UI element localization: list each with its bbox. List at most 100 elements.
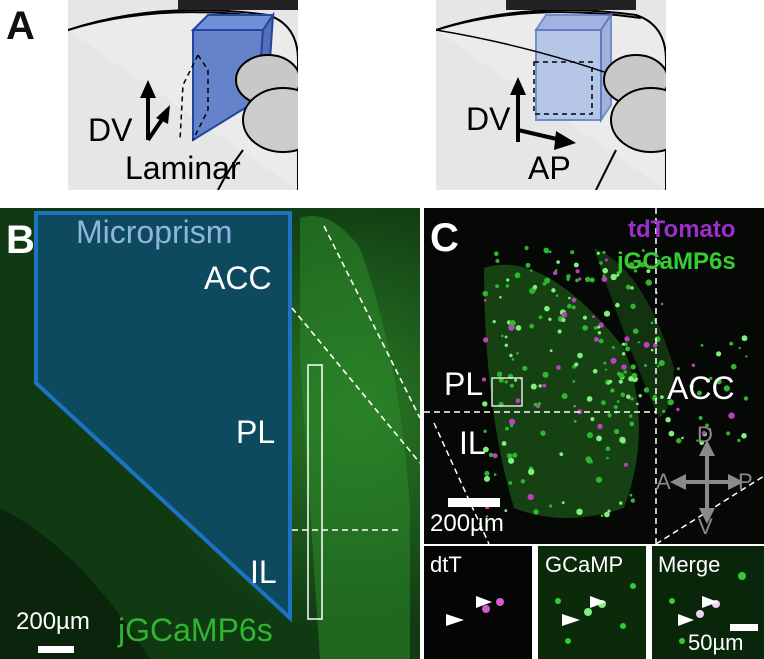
cell-dot — [630, 397, 634, 401]
inset-gcamp — [538, 546, 646, 659]
panel-c-scalebar-label: 200µm — [430, 510, 504, 537]
cell-dot — [610, 273, 617, 281]
cell-dot — [607, 413, 612, 418]
microprism-ap-label: AP — [528, 150, 571, 186]
cell-dot — [613, 405, 618, 410]
cell-dot — [499, 296, 502, 299]
cell-dot — [561, 317, 566, 323]
cell-dot — [483, 446, 489, 453]
microprism-label: Microprism — [76, 214, 233, 250]
cell-dot — [597, 331, 602, 335]
cell-dot — [505, 284, 510, 288]
cell-dot — [573, 262, 579, 268]
cell-dot — [637, 341, 640, 344]
cell-dot — [632, 328, 639, 334]
cell-dot — [628, 262, 635, 268]
cell-dot — [738, 346, 741, 350]
cell-dot — [590, 417, 595, 422]
cell-dot — [556, 365, 561, 370]
cell-dot — [723, 385, 730, 392]
cell-dot — [509, 418, 516, 425]
cell-dot — [509, 383, 514, 388]
cell-dot — [593, 326, 598, 330]
cell-dot — [610, 388, 615, 393]
cell-dot — [660, 395, 664, 399]
cell-dot — [628, 376, 634, 382]
cell-dot — [504, 343, 508, 347]
cell-dot — [638, 394, 642, 398]
cell-dot — [506, 278, 510, 282]
cell-dot — [623, 342, 628, 347]
cell-dot — [589, 277, 595, 283]
cell-dot — [676, 367, 680, 371]
cell-dot — [578, 277, 582, 281]
cell-dot — [544, 279, 549, 284]
cell-dot — [557, 329, 562, 334]
inset-dtt — [424, 546, 532, 659]
cell-dot — [574, 362, 579, 367]
cell-dot — [522, 365, 528, 371]
cell-dot — [573, 419, 577, 423]
cell-dot — [577, 352, 583, 359]
cell-dot — [701, 430, 707, 436]
cell-dot — [582, 315, 587, 320]
cell-dot — [529, 323, 535, 329]
cell-dot — [533, 402, 538, 407]
cell-dot — [699, 440, 705, 446]
cell-dot — [619, 436, 626, 444]
cell-dot — [514, 272, 521, 279]
cell-dot — [561, 501, 565, 504]
cell-dot — [681, 436, 684, 440]
cell-dot — [691, 363, 696, 367]
cell-dot — [549, 504, 553, 508]
cell-dot — [630, 303, 636, 309]
cell-dot — [706, 378, 710, 383]
cell-dot — [514, 378, 518, 382]
cell-dot — [586, 396, 593, 402]
cell-dot — [561, 312, 568, 318]
cell-dot — [629, 493, 633, 497]
cell-dot — [597, 325, 601, 329]
cell-dot — [483, 299, 487, 302]
cell-dot — [639, 262, 646, 268]
cell-dot — [537, 402, 541, 406]
cell-dot — [705, 423, 709, 428]
cell-dot — [729, 341, 734, 346]
cell-dot — [602, 250, 606, 255]
cell-dot — [592, 368, 598, 374]
cell-dot — [573, 404, 576, 408]
cell-dot — [708, 427, 712, 431]
cell-dot — [512, 452, 518, 458]
cell-dot — [667, 399, 674, 406]
cell-dot — [572, 380, 576, 383]
cell-dot — [619, 501, 623, 505]
cell-dot — [504, 380, 508, 384]
cell-dot — [509, 320, 516, 327]
legend-jgcamp6s: jGCaMP6s — [617, 248, 736, 275]
cell-dot — [561, 393, 568, 400]
cell-dot — [616, 400, 620, 403]
cell-dot — [643, 387, 650, 393]
panel-c-letter: C — [430, 216, 459, 260]
cell-dot — [728, 412, 735, 419]
cell-dot — [592, 315, 595, 318]
cell-dot — [623, 370, 628, 374]
cell-dot — [730, 363, 737, 370]
cell-dot — [538, 315, 543, 320]
cell-dot — [501, 441, 507, 446]
cell-dot — [605, 446, 611, 451]
cell-dot — [532, 284, 538, 290]
compass-v-label: V — [698, 514, 713, 539]
cell-dot — [716, 351, 722, 357]
cell-dot — [689, 384, 694, 389]
cell-dot — [650, 321, 654, 325]
cell-dot — [582, 325, 588, 331]
cell-dot — [542, 383, 547, 388]
cell-dot — [603, 310, 611, 317]
cell-dot — [528, 468, 535, 475]
region-acc-label: ACC — [204, 260, 272, 296]
cell-dot — [482, 401, 488, 407]
cell-dot — [552, 270, 558, 276]
cell-dot — [590, 461, 593, 464]
cell-dot — [743, 396, 749, 401]
